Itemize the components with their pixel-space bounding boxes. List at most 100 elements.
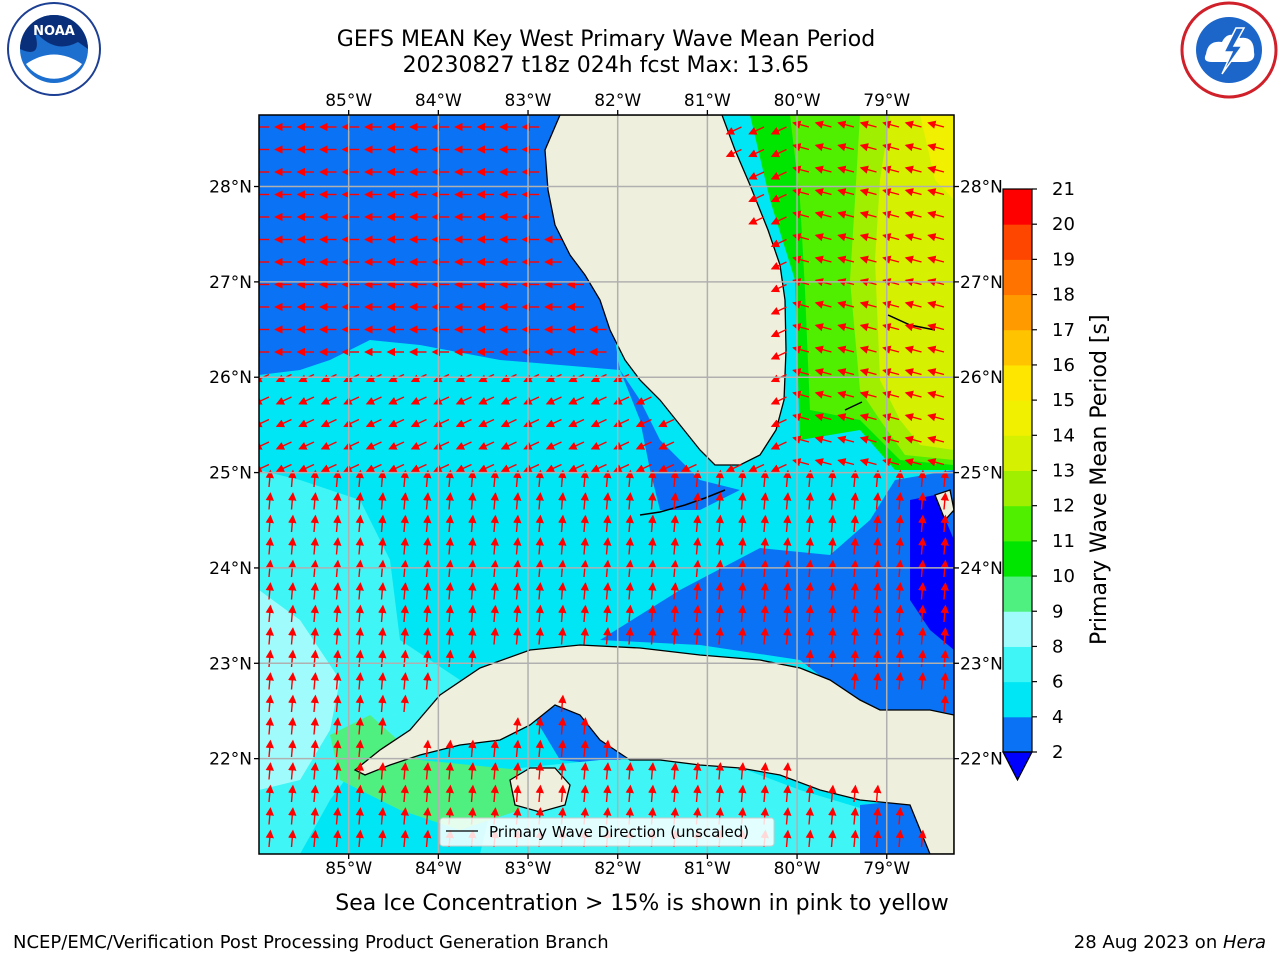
- colorbar-extend-min: [1002, 751, 1033, 782]
- wave-arrow: [603, 514, 612, 533]
- wave-arrow: [725, 126, 742, 135]
- footer-date: 28 Aug 2023 on Hera: [1074, 932, 1266, 953]
- wave-arrow: [558, 537, 567, 555]
- wave-arrow: [738, 582, 747, 600]
- colorbar-tick-label: 17: [1052, 320, 1075, 341]
- wave-arrow: [333, 514, 342, 533]
- wave-arrow: [265, 582, 274, 600]
- wave-arrow: [805, 469, 814, 488]
- wave-arrow: [693, 582, 702, 600]
- wave-arrow: [770, 306, 787, 315]
- map-field: [259, 115, 954, 854]
- wave-arrow: [828, 469, 837, 488]
- wave-arrow: [603, 537, 612, 555]
- legend: Primary Wave Direction (unscaled): [439, 817, 775, 847]
- wave-arrow: [580, 784, 589, 803]
- wave-arrow: [805, 514, 814, 533]
- wave-arrow: [927, 233, 945, 242]
- wave-arrow: [613, 418, 630, 428]
- wave-arrow: [792, 165, 810, 174]
- wave-arrow: [635, 418, 652, 428]
- wave-arrow: [478, 418, 495, 428]
- wave-arrow: [658, 441, 675, 450]
- wave-arrow: [625, 537, 634, 555]
- wave-arrow: [895, 514, 904, 533]
- wave-arrow: [918, 604, 927, 623]
- wave-arrow: [265, 537, 274, 555]
- wave-arrow: [814, 143, 832, 152]
- wave-arrow: [837, 345, 855, 354]
- wave-arrow: [770, 238, 787, 248]
- wave-arrow: [805, 559, 814, 578]
- wave-arrow: [568, 441, 585, 450]
- wave-arrow: [805, 829, 814, 848]
- plot-frame: [258, 114, 955, 855]
- wave-arrow: [445, 469, 454, 488]
- wave-arrow: [873, 559, 882, 578]
- wave-arrow: [468, 784, 477, 803]
- wave-arrow: [265, 514, 274, 533]
- wave-arrow: [445, 559, 454, 578]
- wave-arrow: [580, 582, 589, 600]
- wave-arrow: [693, 492, 702, 510]
- wave-arrow: [558, 514, 567, 533]
- wave-arrow: [738, 627, 747, 645]
- wave-arrow: [445, 514, 454, 533]
- y-tick-label: 23°N: [960, 654, 1003, 674]
- wave-arrow: [433, 463, 450, 473]
- wave-arrow: [837, 188, 855, 197]
- wave-arrow: [748, 148, 765, 158]
- wave-arrow: [670, 784, 679, 803]
- wave-arrow: [558, 582, 567, 600]
- wave-arrow: [378, 537, 387, 555]
- colorbar-tick-label: 12: [1052, 496, 1075, 517]
- chart-subtitle: 20230827 t18z 024h fcst Max: 13.65: [402, 53, 810, 78]
- colorbar: 2 4 6 8 9 10 11 12 13 14 15 16 17 18 19 20 21: [1002, 179, 1075, 782]
- colorbar-bin: [1003, 329, 1032, 366]
- wave-arrow: [310, 717, 319, 735]
- wave-arrow: [490, 469, 499, 488]
- wave-arrow: [814, 255, 832, 264]
- wave-arrow: [814, 458, 832, 467]
- wave-arrow: [378, 672, 387, 690]
- wave-arrow: [927, 210, 945, 219]
- wave-arrow: [814, 345, 832, 354]
- wave-arrow: [940, 559, 949, 578]
- wave-arrow: [927, 458, 945, 467]
- land-florida-keys: [639, 489, 726, 516]
- wave-arrow: [670, 582, 679, 600]
- wave-arrow: [814, 165, 832, 174]
- wave-arrow: [770, 441, 787, 450]
- wave-arrow: [288, 717, 297, 735]
- wave-arrow: [760, 784, 769, 803]
- wave-arrow: [580, 537, 589, 555]
- y-tick-label: 28°N: [209, 178, 252, 198]
- wave-arrow: [805, 537, 814, 555]
- wave-arrow: [433, 418, 450, 428]
- wave-arrow: [738, 514, 747, 533]
- wave-arrow: [603, 739, 612, 758]
- wave-arrow: [333, 537, 342, 555]
- wave-arrow: [837, 255, 855, 264]
- wave-arrow: [288, 807, 297, 825]
- wave-arrow: [500, 441, 517, 450]
- wave-arrow: [770, 148, 787, 158]
- wave-arrow: [693, 604, 702, 623]
- wave-arrow: [288, 649, 297, 668]
- wave-arrow: [355, 627, 364, 645]
- wave-arrow: [433, 396, 450, 405]
- wave-arrow: [603, 604, 612, 623]
- wave-arrow: [918, 649, 927, 668]
- y-tick-label: 28°N: [960, 178, 1003, 198]
- wave-arrow: [580, 627, 589, 645]
- wave-arrow: [828, 537, 837, 555]
- wave-arrow: [715, 762, 724, 780]
- wave-arrow: [670, 492, 679, 510]
- wave-arrow: [343, 441, 360, 450]
- wave-arrow: [490, 582, 499, 600]
- wave-arrow: [265, 829, 274, 848]
- wave-arrow: [265, 627, 274, 645]
- wave-arrow: [423, 537, 432, 555]
- wave-arrow: [760, 469, 769, 488]
- wave-arrow: [792, 300, 810, 309]
